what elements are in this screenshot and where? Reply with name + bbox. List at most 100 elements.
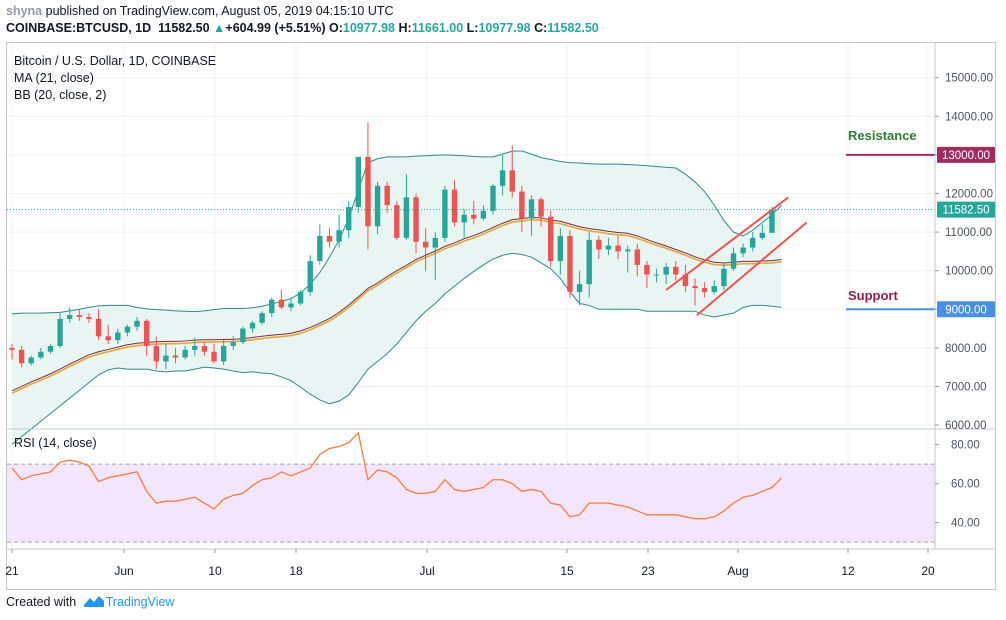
resistance-tag: [937, 146, 995, 163]
candle-body: [163, 355, 169, 362]
candle-body: [124, 326, 131, 333]
candle-body: [442, 189, 448, 238]
candle-body: [740, 247, 746, 254]
last-price-tag: [937, 201, 995, 218]
candle-body: [548, 216, 554, 262]
candle-body: [288, 303, 294, 308]
candle-body: [211, 351, 217, 362]
candle-body: [240, 328, 246, 343]
support-resistance-levels: [7, 153, 935, 311]
candle-body: [519, 191, 525, 219]
candle-body: [721, 268, 727, 287]
candle-body: [528, 199, 535, 219]
publish-info: shyna published on TradingView.com, Augu…: [6, 4, 394, 18]
resistance-label: Resistance: [848, 128, 917, 143]
created-with-text: Created with: [6, 595, 77, 609]
candle-body: [461, 214, 467, 223]
bb-basis-line: [11, 216, 782, 392]
y-tick-label: 7000.00: [945, 381, 987, 393]
candle-body: [153, 345, 159, 362]
candle-body: [278, 299, 285, 308]
y-tick-label: 12000.00: [945, 189, 993, 201]
candle-body: [769, 209, 775, 233]
tradingview-link[interactable]: TradingView: [105, 595, 175, 609]
candle-body: [471, 214, 477, 219]
candle-body: [451, 189, 458, 223]
x-tick-label: Aug: [727, 564, 748, 578]
candle-body: [355, 156, 362, 208]
channel-lower-line: [696, 221, 808, 316]
candle-body: [673, 266, 679, 275]
candle-body: [326, 235, 333, 242]
candle-body: [18, 349, 25, 364]
candles: [9, 122, 775, 370]
candle-body: [9, 347, 15, 350]
candle-body: [663, 266, 669, 275]
candle-body: [576, 284, 583, 292]
price-channel: [665, 196, 808, 316]
candle-body: [644, 264, 650, 275]
bb-upper-line: [11, 150, 782, 315]
support-label: Support: [848, 288, 898, 303]
rsi-tick-label: 80.00: [951, 440, 980, 452]
candle-body: [249, 322, 256, 329]
candle-body: [682, 274, 689, 287]
candle-body: [143, 320, 150, 346]
open-value: 10977.98: [342, 21, 396, 35]
candle-body: [624, 249, 631, 252]
candle-body: [413, 197, 419, 242]
last-price-tag-label: 11582.50: [942, 205, 989, 217]
candle-body: [47, 345, 54, 352]
close-label: C:: [534, 21, 548, 35]
x-tick-label: 20: [921, 564, 935, 578]
candle-body: [490, 185, 496, 211]
candle-body: [615, 245, 621, 252]
bb-legend: BB (20, close, 2): [14, 88, 106, 102]
candle-body: [259, 313, 265, 323]
candle-body: [730, 253, 737, 269]
support-tag-label: 9000.00: [945, 304, 987, 316]
candle-body: [336, 230, 342, 242]
change-arrow-icon: ▲: [213, 21, 226, 35]
high-label: H:: [398, 21, 412, 35]
candle-body: [365, 156, 371, 227]
channel-upper-line: [665, 196, 789, 291]
candle-body: [480, 210, 487, 219]
rsi-line: [11, 431, 783, 520]
rsi-tick-label: 60.00: [951, 479, 980, 491]
chart-legend-title: Bitcoin / U.S. Dollar, 1D, COINBASE: [14, 54, 216, 68]
rsi-band-fill: [7, 464, 935, 543]
x-tick-label: Jul: [419, 564, 434, 578]
author-name[interactable]: shyna: [6, 4, 43, 18]
candle-body: [220, 345, 227, 362]
candle-body: [86, 317, 92, 319]
candle-body: [230, 342, 236, 346]
y-tick-label: 8000.00: [945, 343, 987, 355]
x-tick-label: 18: [289, 564, 303, 578]
candle-body: [384, 185, 390, 206]
ma-legend: MA (21, close): [14, 71, 94, 85]
candle-body: [509, 170, 515, 192]
footer: Created with TradingView: [6, 595, 174, 609]
rsi-tick-label: 40.00: [951, 518, 980, 530]
symbol-label: COINBASE:BTCUSD, 1D: [6, 21, 152, 35]
candle-body: [317, 235, 323, 262]
x-tick-label: 21: [5, 564, 19, 578]
candle-body: [172, 355, 179, 358]
y-tick-label: 10000.00: [945, 266, 993, 278]
y-tick-label: 15000.00: [945, 73, 993, 85]
candle-body: [422, 241, 429, 248]
ma-line: [11, 218, 782, 394]
candle-body: [269, 299, 275, 314]
low-value: 10977.98: [478, 21, 531, 35]
candle-body: [192, 345, 198, 350]
candle-body: [759, 232, 766, 238]
candle-body: [105, 336, 111, 341]
ohlc-bar: COINBASE:BTCUSD, 1D 11582.50 ▲+604.99 (+…: [6, 21, 599, 35]
candle-body: [701, 288, 708, 292]
candle-body: [201, 345, 208, 352]
candle-body: [374, 185, 381, 227]
candle-body: [57, 318, 63, 346]
candle-body: [711, 286, 717, 292]
